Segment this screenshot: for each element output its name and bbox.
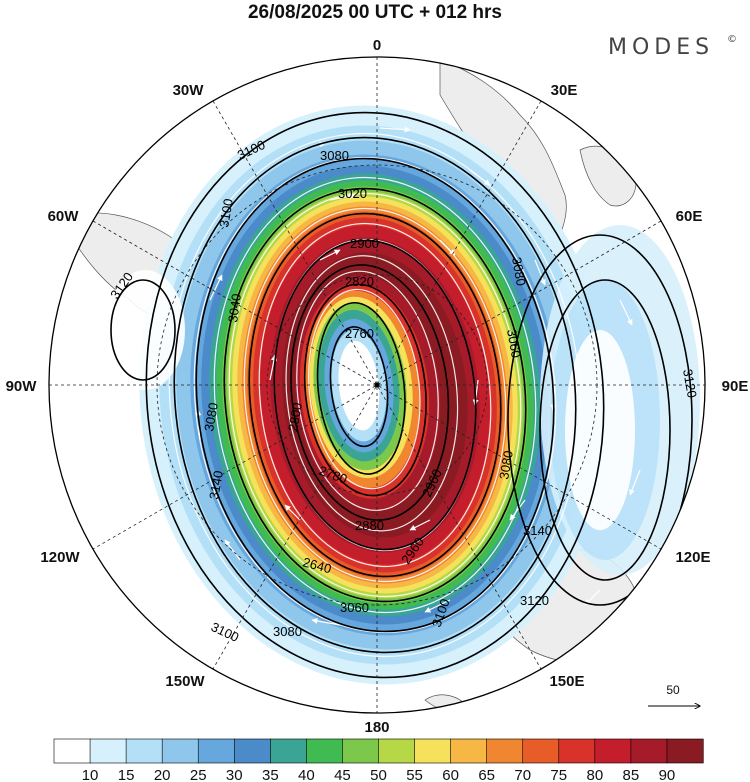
- colorbar-tick-label: 20: [154, 767, 171, 782]
- colorbar-tick-label: 55: [406, 767, 423, 782]
- colorbar-tick-label: 25: [190, 767, 207, 782]
- colorbar-tick-label: 65: [478, 767, 495, 782]
- contour-label: 3080: [320, 148, 349, 163]
- colorbar-swatch: [342, 739, 378, 763]
- colorbar-swatch: [487, 739, 523, 763]
- lon-label-90e: 90E: [722, 378, 749, 395]
- colorbar-tick-label: 90: [659, 767, 676, 782]
- colorbar-swatch: [198, 739, 234, 763]
- colorbar-swatch: [379, 739, 415, 763]
- lon-label-60w: 60W: [48, 208, 80, 225]
- colorbar-tick-label: 35: [262, 767, 279, 782]
- colorbar-tick-label: 45: [334, 767, 351, 782]
- lon-label-30w: 30W: [173, 82, 205, 99]
- colorbar-swatch: [415, 739, 451, 763]
- lon-label-150w: 150W: [165, 673, 205, 690]
- contour-label: 3140: [523, 523, 552, 538]
- map-field: [49, 57, 705, 713]
- colorbar-tick-label: 75: [550, 767, 567, 782]
- lon-label-120e: 120E: [675, 549, 710, 566]
- contour-label: 2880: [355, 518, 384, 533]
- land-tasmania: [595, 640, 610, 680]
- wind-scale-label: 50: [666, 683, 680, 697]
- colorbar-swatch: [667, 739, 703, 763]
- contour-label: 2820: [345, 274, 374, 289]
- colorbar-swatch: [90, 739, 126, 763]
- colorbar-swatch: [595, 739, 631, 763]
- polar-map: 26/08/2025 00 UTC + 012 hrs MODES ©: [0, 0, 750, 782]
- lon-label-120w: 120W: [40, 549, 80, 566]
- colorbar-tick-label: 60: [442, 767, 459, 782]
- contour-label: 3080: [273, 624, 302, 639]
- colorbar-swatch: [306, 739, 342, 763]
- colorbar-tick-label: 30: [226, 767, 243, 782]
- colorbar-tick-label: 10: [82, 767, 99, 782]
- colorbar-swatch: [54, 739, 90, 763]
- colorbar-swatch: [451, 739, 487, 763]
- colorbar-swatch: [523, 739, 559, 763]
- colorbar-swatch: [162, 739, 198, 763]
- colorbar-swatch: [126, 739, 162, 763]
- contour-label: 2900: [350, 236, 379, 251]
- contour-label: 2760: [345, 326, 374, 341]
- wind-scale: 50: [648, 683, 700, 706]
- colorbar-tick-label: 70: [514, 767, 531, 782]
- lon-label-60e: 60E: [676, 208, 703, 225]
- colorbar-tick-label: 80: [586, 767, 603, 782]
- lon-label-30e: 30E: [551, 82, 578, 99]
- lon-label-180: 180: [364, 719, 389, 736]
- colorbar-tick-label: 40: [298, 767, 315, 782]
- colorbar-swatch: [559, 739, 595, 763]
- colorbar-tick-label: 15: [118, 767, 135, 782]
- lon-label-150e: 150E: [549, 673, 584, 690]
- brand-logo: MODES: [608, 35, 714, 60]
- lon-label-90w: 90W: [6, 378, 38, 395]
- map-title: 26/08/2025 00 UTC + 012 hrs: [248, 2, 502, 23]
- colorbar-swatch: [631, 739, 667, 763]
- colorbar-tick-label: 50: [370, 767, 387, 782]
- contour-label: 3020: [338, 186, 367, 201]
- colorbar-swatch: [270, 739, 306, 763]
- colorbar-tick-label: 85: [623, 767, 640, 782]
- brand-mark: ©: [727, 34, 737, 45]
- pole-marker: [375, 383, 380, 388]
- lon-label-0: 0: [373, 37, 381, 54]
- colorbar: 10 15 20 25 30 35 40 45 50 55 60 65 70 75 80 85 90: [54, 739, 703, 782]
- contour-label: 3060: [340, 600, 369, 615]
- contour-label: 3120: [520, 593, 549, 608]
- colorbar-swatch: [234, 739, 270, 763]
